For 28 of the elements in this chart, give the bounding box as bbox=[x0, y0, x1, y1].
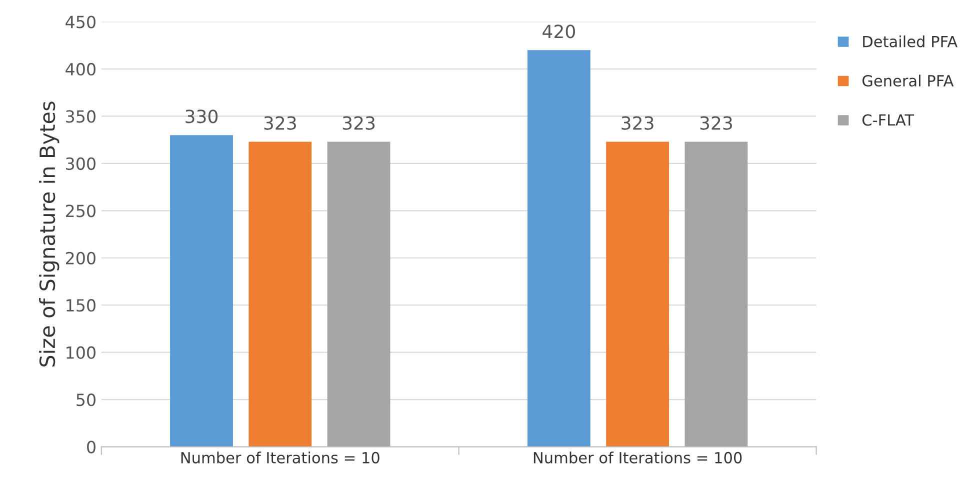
bar bbox=[170, 135, 233, 447]
x-tick-label: Number of Iterations = 10 bbox=[181, 452, 380, 464]
data-label: 330 bbox=[186, 110, 218, 124]
y-tick-label: 150 bbox=[66, 299, 96, 312]
y-tick-label: 50 bbox=[76, 394, 96, 406]
data-label: 323 bbox=[342, 116, 375, 130]
data-label: 420 bbox=[542, 24, 575, 38]
data-label: 323 bbox=[700, 116, 732, 130]
y-tick-label: 300 bbox=[66, 157, 96, 170]
y-tick-label: 100 bbox=[66, 346, 96, 359]
y-tick-label: 450 bbox=[66, 16, 96, 28]
bar bbox=[248, 142, 312, 447]
data-label: 323 bbox=[622, 116, 654, 130]
bar bbox=[527, 50, 590, 447]
y-axis-title: Size of Signature in Bytes bbox=[39, 102, 60, 367]
legend-label: C-FLAT bbox=[862, 114, 914, 126]
y-tick-label: 0 bbox=[87, 440, 96, 454]
y-tick-label: 250 bbox=[66, 204, 96, 218]
data-label: 323 bbox=[264, 116, 296, 130]
bar bbox=[327, 142, 390, 447]
bar bbox=[606, 142, 670, 447]
y-tick-label: 350 bbox=[66, 110, 96, 123]
y-tick-label: 400 bbox=[66, 62, 96, 76]
bar bbox=[684, 142, 748, 447]
y-tick-label: 200 bbox=[66, 252, 96, 264]
legend-label: Detailed PFA bbox=[863, 35, 958, 48]
x-tick-label: Number of Iterations = 100 bbox=[534, 452, 742, 464]
legend-label: General PFA bbox=[862, 74, 954, 87]
